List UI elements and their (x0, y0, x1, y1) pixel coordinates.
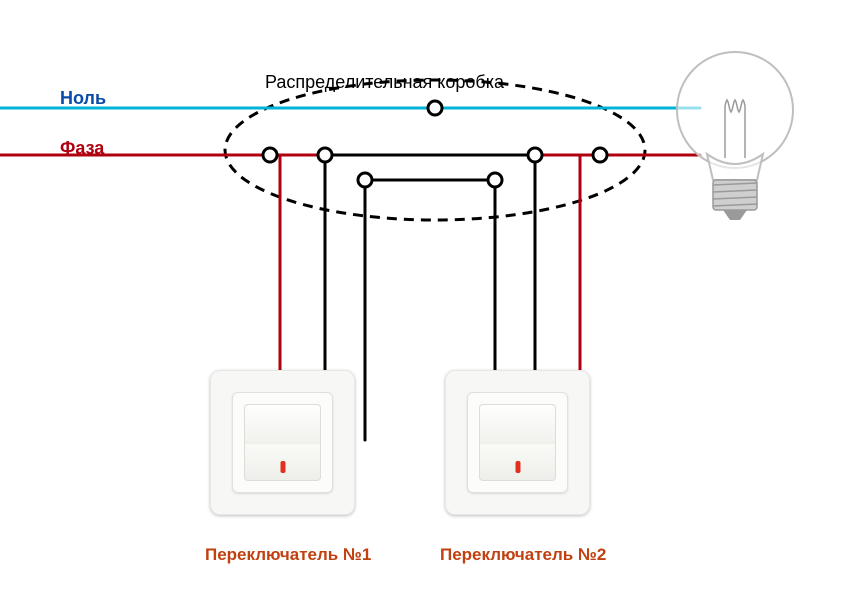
switch2-label: Переключатель №2 (440, 545, 606, 565)
light-bulb-icon (677, 52, 793, 220)
junction-node (488, 173, 502, 187)
two-way-switch-1[interactable] (210, 370, 355, 515)
switch1-indicator (280, 461, 285, 473)
junction-node (593, 148, 607, 162)
junction-node (263, 148, 277, 162)
junction-node (358, 173, 372, 187)
junction-node (528, 148, 542, 162)
junction-nodes (263, 101, 607, 187)
junction-node (428, 101, 442, 115)
neutral-label: Ноль (60, 88, 106, 109)
two-way-switch-2[interactable] (445, 370, 590, 515)
phase-label: Фаза (60, 138, 104, 159)
junction-box-label: Распределительная коробка (265, 72, 504, 93)
junction-box-outline (225, 80, 645, 220)
junction-node (318, 148, 332, 162)
switch2-indicator (515, 461, 520, 473)
switch1-label: Переключатель №1 (205, 545, 371, 565)
